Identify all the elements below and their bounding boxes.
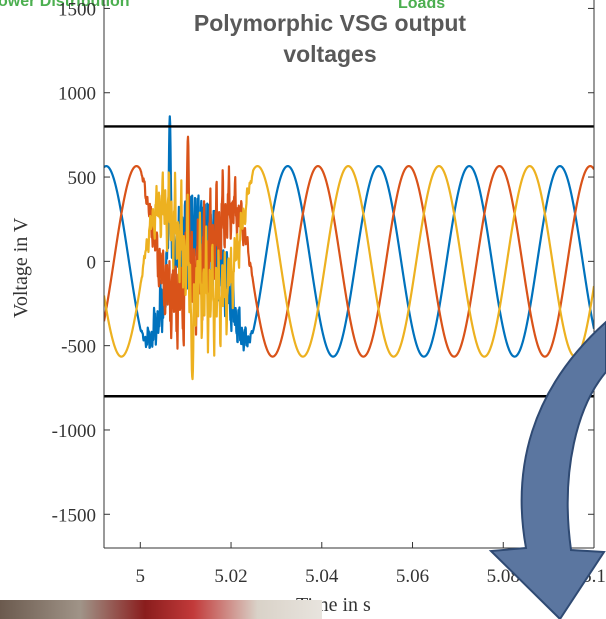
curved-arrow <box>488 320 606 619</box>
y-tick-label: -1500 <box>52 505 96 526</box>
y-tick-label: 500 <box>68 168 97 189</box>
x-tick-label: 5.04 <box>305 566 339 587</box>
series-layer <box>104 115 594 381</box>
y-tick-label: -1000 <box>52 421 96 442</box>
y-tick-label: -500 <box>61 337 96 358</box>
background-caption-left: ower Distribution <box>0 0 130 10</box>
background-photo-strip <box>0 600 322 619</box>
series-line-2 <box>104 135 594 358</box>
background-caption-right: Loads <box>398 0 446 12</box>
x-tick-label: 5 <box>136 566 146 587</box>
chart-overlay-title: Polymorphic VSG output voltages <box>193 10 467 67</box>
y-axis-label: Voltage in V <box>10 217 32 318</box>
x-tick-label: 5.06 <box>396 566 429 587</box>
limit-lines <box>104 125 594 398</box>
curved-arrow-shape <box>488 320 606 619</box>
axes <box>103 0 595 549</box>
y-tick-label: 1000 <box>58 84 96 105</box>
x-tick-label: 5.02 <box>214 566 247 587</box>
series-line-3 <box>104 164 594 381</box>
y-tick-label: 0 <box>87 252 97 273</box>
y-tick-label: 1500 <box>58 0 96 20</box>
